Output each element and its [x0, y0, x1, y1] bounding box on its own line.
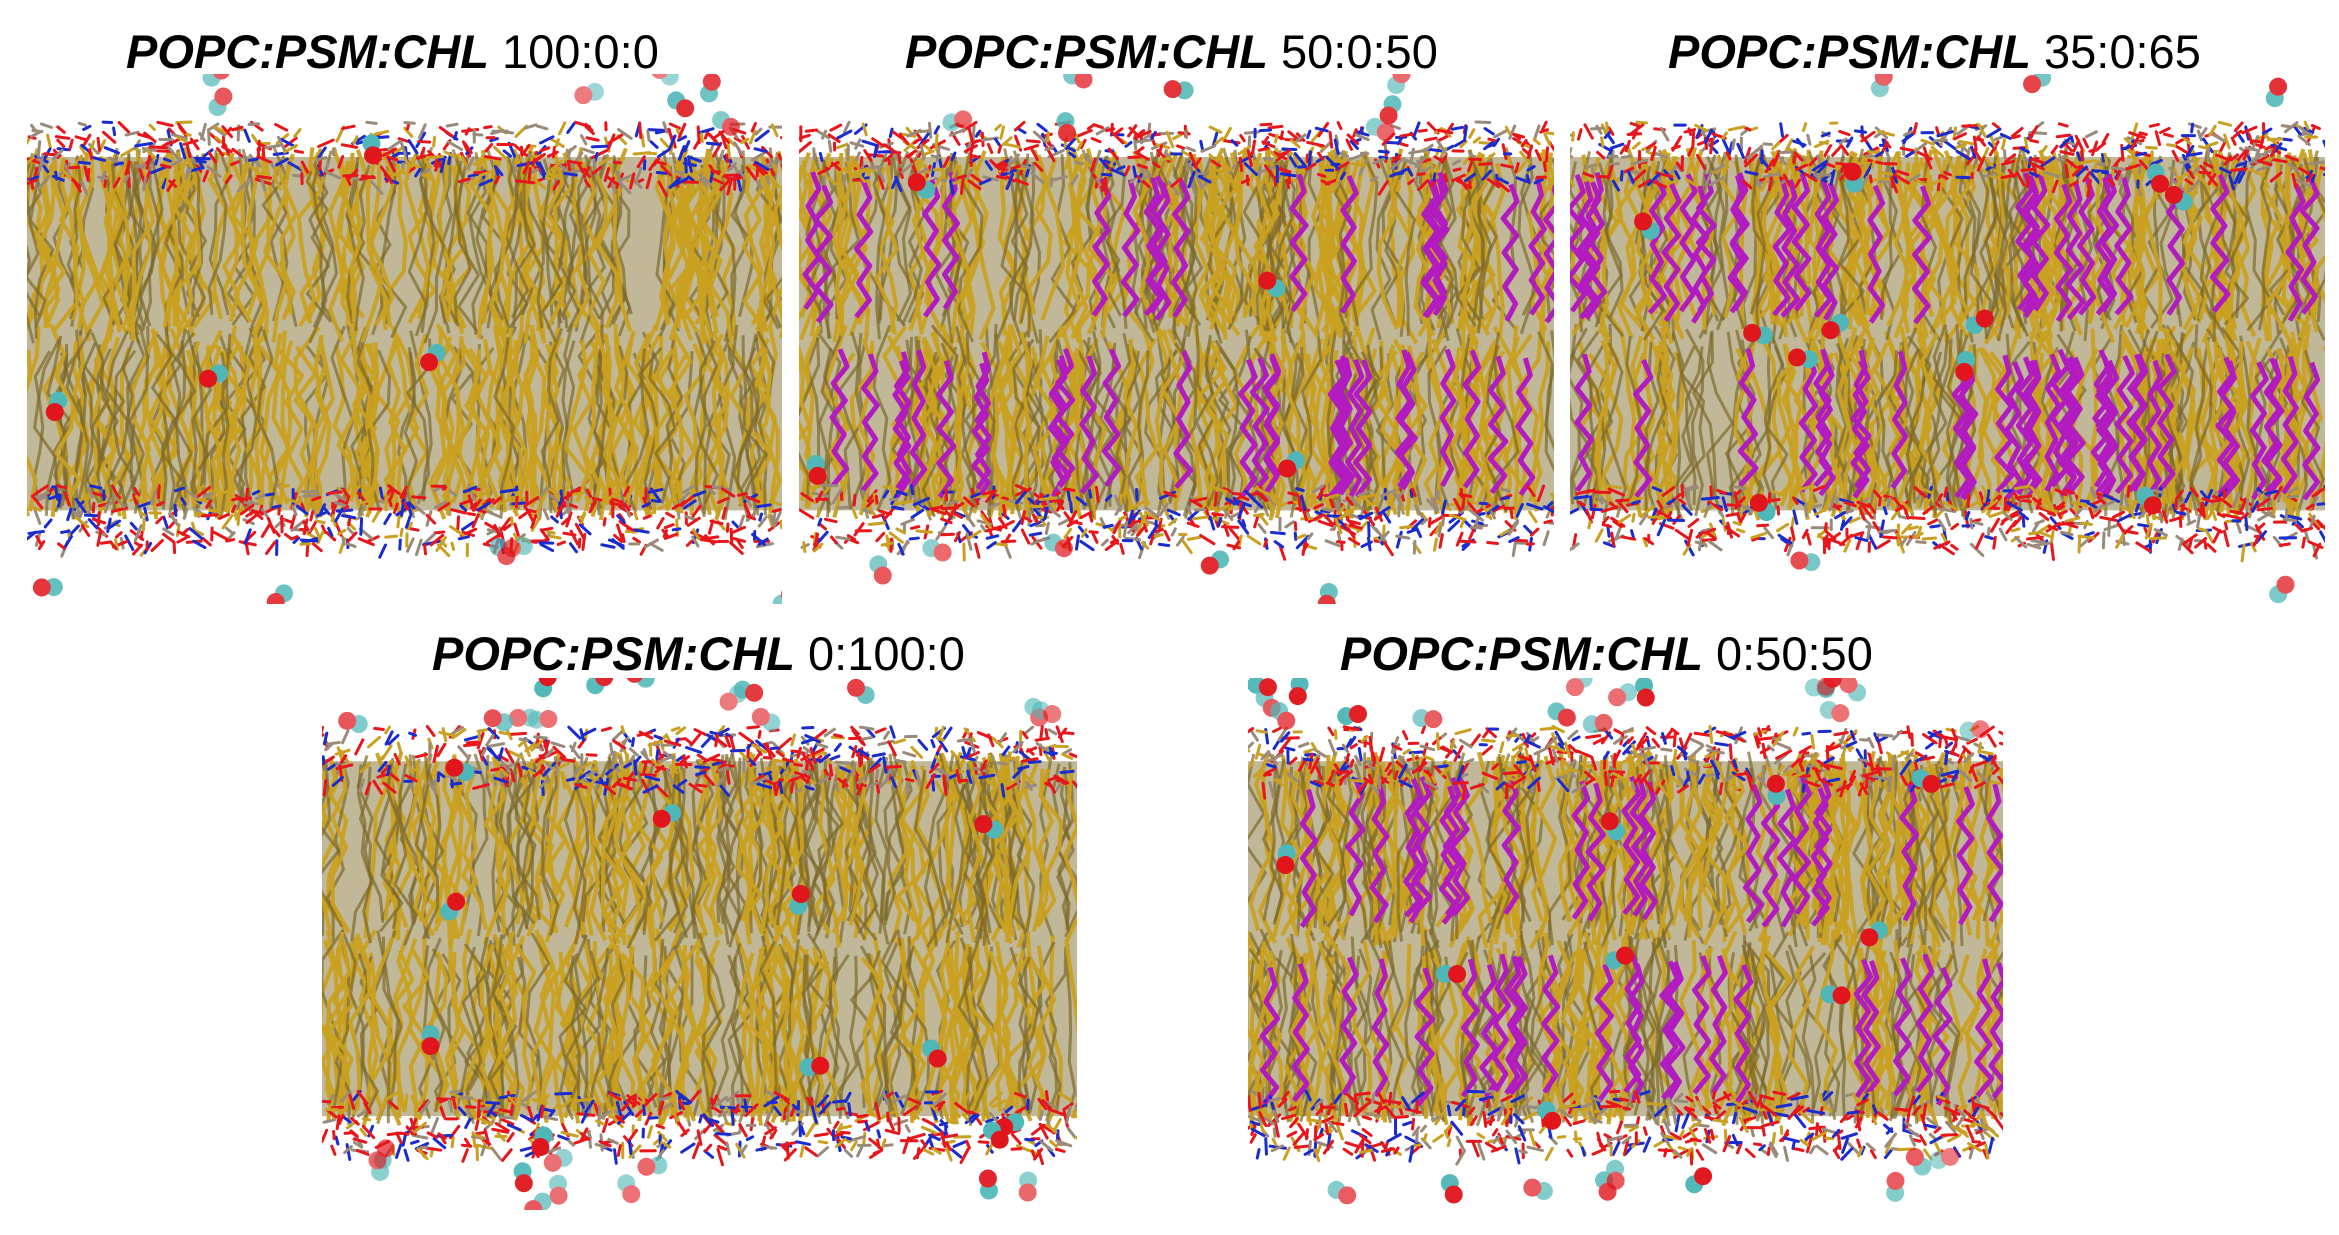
lipid-names: POPC:PSM:CHL: [1340, 627, 1703, 680]
membrane-snapshot: [799, 74, 1554, 604]
membrane-snapshot: [1570, 74, 2325, 604]
panel-label: POPC:PSM:CHL 100:0:0: [126, 28, 659, 75]
panel-label: POPC:PSM:CHL 35:0:65: [1668, 28, 2201, 75]
lipid-names: POPC:PSM:CHL: [432, 627, 795, 680]
membrane-snapshot: [322, 678, 1077, 1210]
lipid-names: POPC:PSM:CHL: [905, 25, 1268, 78]
panel-label: POPC:PSM:CHL 50:0:50: [905, 28, 1438, 75]
panel-label: POPC:PSM:CHL 0:100:0: [432, 630, 965, 677]
lipid-names: POPC:PSM:CHL: [126, 25, 489, 78]
composition-ratio: 0:100:0: [808, 627, 965, 680]
composition-ratio: 50:0:50: [1281, 25, 1438, 78]
membrane-snapshot: [1248, 678, 2003, 1210]
composition-ratio: 100:0:0: [502, 25, 659, 78]
composition-ratio: 35:0:65: [2044, 25, 2201, 78]
composition-ratio: 0:50:50: [1716, 627, 1873, 680]
panel-label: POPC:PSM:CHL 0:50:50: [1340, 630, 1873, 677]
lipid-names: POPC:PSM:CHL: [1668, 25, 2031, 78]
membrane-snapshot: [27, 74, 782, 604]
